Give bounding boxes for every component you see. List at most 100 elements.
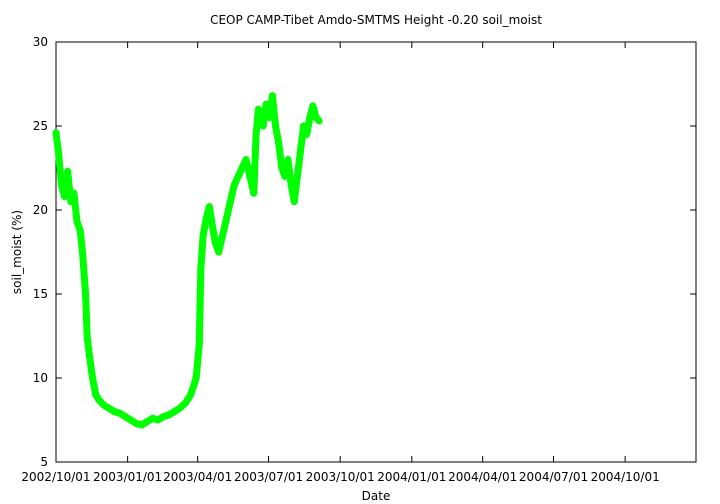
data-segment bbox=[195, 265, 205, 348]
data-point bbox=[272, 122, 279, 130]
x-axis-label: Date bbox=[362, 489, 391, 503]
data-segment bbox=[82, 290, 91, 340]
data-point bbox=[223, 215, 230, 222]
x-tick-label: 2002/10/01 bbox=[21, 470, 90, 484]
data-point bbox=[250, 190, 257, 197]
data-point bbox=[79, 248, 86, 256]
data-point bbox=[269, 92, 276, 99]
data-point bbox=[160, 413, 167, 420]
y-axis: 5 10 15 20 25 30 bbox=[33, 35, 696, 469]
data-segment bbox=[268, 92, 280, 130]
data-point bbox=[306, 114, 314, 121]
data-point bbox=[149, 415, 156, 422]
data-point bbox=[187, 391, 194, 398]
data-point bbox=[203, 215, 210, 222]
y-tick-label: 30 bbox=[33, 35, 48, 49]
y-tick-label: 10 bbox=[33, 371, 48, 385]
data-point bbox=[284, 156, 292, 163]
data-point bbox=[309, 102, 317, 110]
data-point bbox=[111, 408, 118, 415]
data-segment bbox=[284, 156, 295, 189]
plot-frame bbox=[55, 41, 697, 463]
data-segment bbox=[275, 139, 286, 172]
data-point bbox=[303, 131, 310, 138]
data-point bbox=[297, 148, 304, 155]
data-point bbox=[266, 114, 273, 121]
x-tick-label: 2003/07/01 bbox=[234, 470, 303, 484]
x-tick-label: 2003/01/01 bbox=[93, 470, 162, 484]
data-point bbox=[132, 420, 140, 427]
data-point bbox=[52, 129, 60, 136]
data-point bbox=[215, 248, 222, 256]
data-point bbox=[315, 117, 323, 125]
data-point bbox=[89, 374, 96, 382]
data-point bbox=[259, 122, 267, 130]
data-point bbox=[165, 411, 173, 419]
data-point bbox=[138, 421, 145, 429]
data-segment bbox=[54, 147, 65, 189]
y-axis-label: soil_moist (%) bbox=[10, 210, 24, 294]
data-point bbox=[252, 131, 260, 138]
data-point bbox=[171, 408, 178, 415]
y-tick-label: 15 bbox=[33, 287, 48, 301]
data-segment bbox=[76, 226, 86, 256]
data-point bbox=[275, 139, 282, 146]
data-point bbox=[176, 405, 183, 412]
data-point bbox=[127, 416, 134, 424]
data-point bbox=[278, 164, 285, 172]
data-point bbox=[281, 173, 289, 180]
data-point bbox=[212, 240, 219, 247]
x-tick-label: 2003/10/01 bbox=[306, 470, 375, 484]
data-point bbox=[64, 168, 71, 175]
x-tick-label: 2004/10/01 bbox=[591, 470, 660, 484]
data-segment bbox=[293, 147, 304, 180]
data-point bbox=[231, 181, 238, 188]
data-point bbox=[206, 203, 213, 210]
data-point bbox=[246, 173, 254, 180]
data-point bbox=[82, 290, 89, 298]
data-point bbox=[73, 218, 81, 225]
data-point bbox=[263, 100, 270, 108]
data-point bbox=[219, 232, 226, 239]
data-point bbox=[199, 232, 207, 239]
data-point bbox=[234, 173, 242, 180]
data-segment bbox=[70, 189, 81, 226]
x-tick-label: 2004/01/01 bbox=[377, 470, 446, 484]
data-point bbox=[116, 410, 124, 417]
data-point bbox=[196, 341, 203, 348]
data-point bbox=[287, 181, 295, 188]
data-point bbox=[55, 148, 62, 155]
data-point bbox=[122, 413, 129, 420]
data-point bbox=[294, 173, 301, 180]
data-segment bbox=[192, 340, 203, 382]
data-points bbox=[52, 92, 323, 429]
data-point bbox=[70, 190, 78, 197]
data-point bbox=[197, 265, 205, 272]
data-point bbox=[61, 193, 68, 200]
x-tick-label: 2003/04/01 bbox=[163, 470, 232, 484]
data-point bbox=[58, 181, 65, 188]
data-point bbox=[100, 401, 107, 409]
y-tick-label: 5 bbox=[40, 455, 48, 469]
data-point bbox=[242, 156, 250, 163]
data-point bbox=[257, 114, 264, 121]
data-segment bbox=[197, 231, 207, 273]
data-point bbox=[300, 122, 307, 130]
x-tick-label: 2004/04/01 bbox=[448, 470, 517, 484]
y-tick-label: 20 bbox=[33, 203, 48, 217]
data-segment bbox=[290, 172, 301, 206]
data-point bbox=[76, 226, 84, 234]
data-point bbox=[182, 400, 189, 407]
y-tick-label: 25 bbox=[33, 119, 48, 133]
x-tick-label: 2004/07/01 bbox=[519, 470, 588, 484]
data-point bbox=[227, 198, 234, 205]
data-point bbox=[209, 223, 216, 230]
data-segment bbox=[85, 352, 97, 382]
data-point bbox=[154, 416, 162, 424]
data-point bbox=[192, 374, 200, 382]
data-point bbox=[95, 396, 103, 404]
data-point bbox=[105, 405, 113, 412]
data-point bbox=[238, 164, 246, 172]
